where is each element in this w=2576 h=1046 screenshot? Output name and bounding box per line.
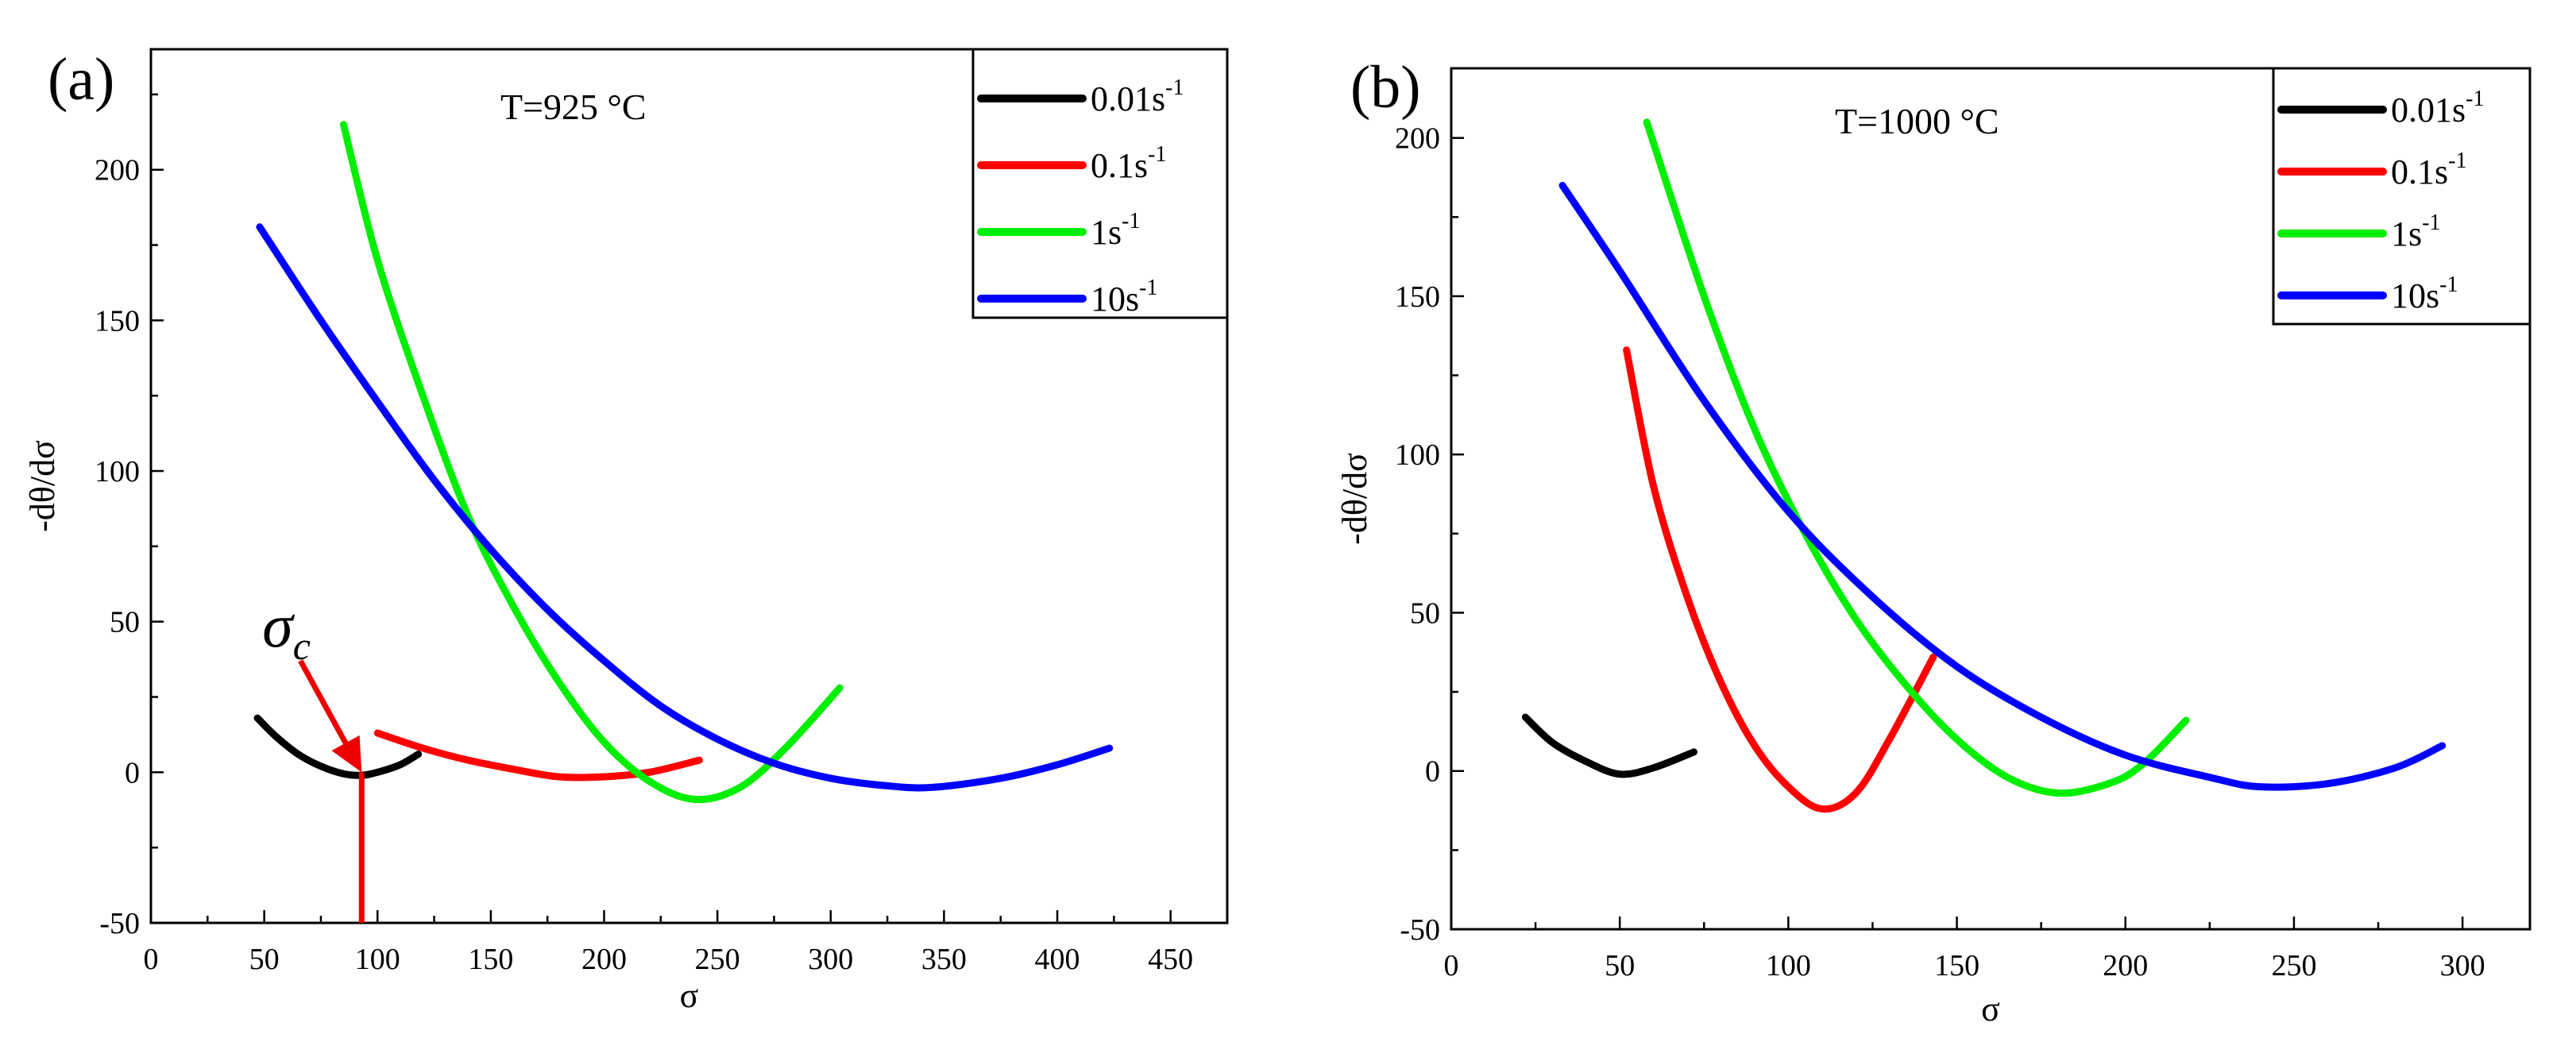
temperature-label: T=1000 °C (1835, 101, 1999, 141)
panel-a-chart: 0 50 100 150 200 250 300 350 400 450-500501001502… (23, 46, 1229, 1015)
series-line-0_01s--1 (1521, 713, 1698, 778)
x-axis-label: σ (1981, 990, 2000, 1029)
y-tick-label: 100 (1395, 438, 1440, 472)
x-axis-label: σ (680, 976, 699, 1015)
series-line-0_1s--1 (1623, 346, 1937, 813)
x-tick-label: 100 (355, 943, 400, 976)
x-tick-label: 150 (468, 943, 513, 976)
legend-entry: 0.01s-1 (2391, 87, 2484, 129)
y-tick-label: 50 (1410, 596, 1440, 630)
panel-letter: (b) (1350, 54, 1421, 121)
panel-letter: (a) (48, 46, 114, 113)
legend-entry: 10s-1 (1091, 276, 1157, 318)
plot-frame (1450, 67, 2532, 931)
x-tick-label: 100 (1766, 949, 1811, 982)
x-tick-label: 50 (249, 943, 280, 976)
plot-frame (149, 48, 1229, 924)
x-tick-label: 50 (1605, 949, 1635, 982)
legend-box (971, 48, 1229, 319)
x-tick-label: 300 (808, 943, 853, 976)
y-tick-label: -50 (99, 907, 140, 940)
x-tick-label: 450 (1148, 943, 1193, 976)
x-tick-label: 200 (2103, 949, 2148, 982)
y-tick-label: 0 (125, 756, 140, 789)
critical-stress-arrowhead (331, 735, 362, 773)
series-line-10s--1 (256, 223, 1114, 792)
x-tick-label: 0 (144, 943, 159, 976)
series-line-1s--1 (1643, 118, 2190, 797)
y-tick-label: 150 (95, 304, 140, 338)
y-tick-label: 100 (95, 455, 140, 488)
y-tick-label: 150 (1395, 280, 1440, 314)
series-line-0_1s--1 (373, 729, 703, 782)
y-tick-label: -50 (1400, 913, 1440, 947)
x-tick-label: 400 (1035, 943, 1080, 976)
critical-stress-label: σc (262, 591, 311, 668)
x-tick-label: 250 (2271, 949, 2316, 982)
critical-stress-arrow (298, 659, 357, 761)
legend-entry: 0.01s-1 (1091, 75, 1184, 118)
legend-entry: 1s-1 (2391, 210, 2440, 253)
legend-entry: 0.1s-1 (1091, 142, 1166, 185)
legend-entry: 1s-1 (1091, 209, 1140, 252)
temperature-label: T=925 °C (500, 87, 647, 127)
panel-b-chart: 0 50 100 150 200 250 300-50050100150200σ-dθ/dσ… (1335, 54, 2532, 1029)
series-line-0_01s--1 (253, 714, 423, 779)
x-tick-label: 350 (921, 943, 967, 976)
legend-entry: 0.1s-1 (2391, 149, 2466, 191)
legend-entry: 10s-1 (2391, 272, 2458, 315)
y-tick-label: 0 (1425, 755, 1440, 789)
x-tick-label: 250 (695, 943, 740, 976)
series-line-1s--1 (339, 121, 844, 804)
x-tick-label: 300 (2440, 949, 2485, 982)
x-tick-label: 200 (581, 943, 627, 976)
y-axis-label: -dθ/dσ (23, 440, 62, 532)
y-tick-label: 200 (1395, 122, 1440, 156)
y-tick-label: 200 (95, 154, 140, 187)
x-tick-label: 0 (1444, 949, 1459, 982)
y-axis-label: -dθ/dσ (1335, 453, 1374, 545)
x-tick-label: 150 (1934, 949, 1979, 982)
y-tick-label: 50 (110, 606, 140, 639)
series-line-10s--1 (1558, 181, 2447, 791)
